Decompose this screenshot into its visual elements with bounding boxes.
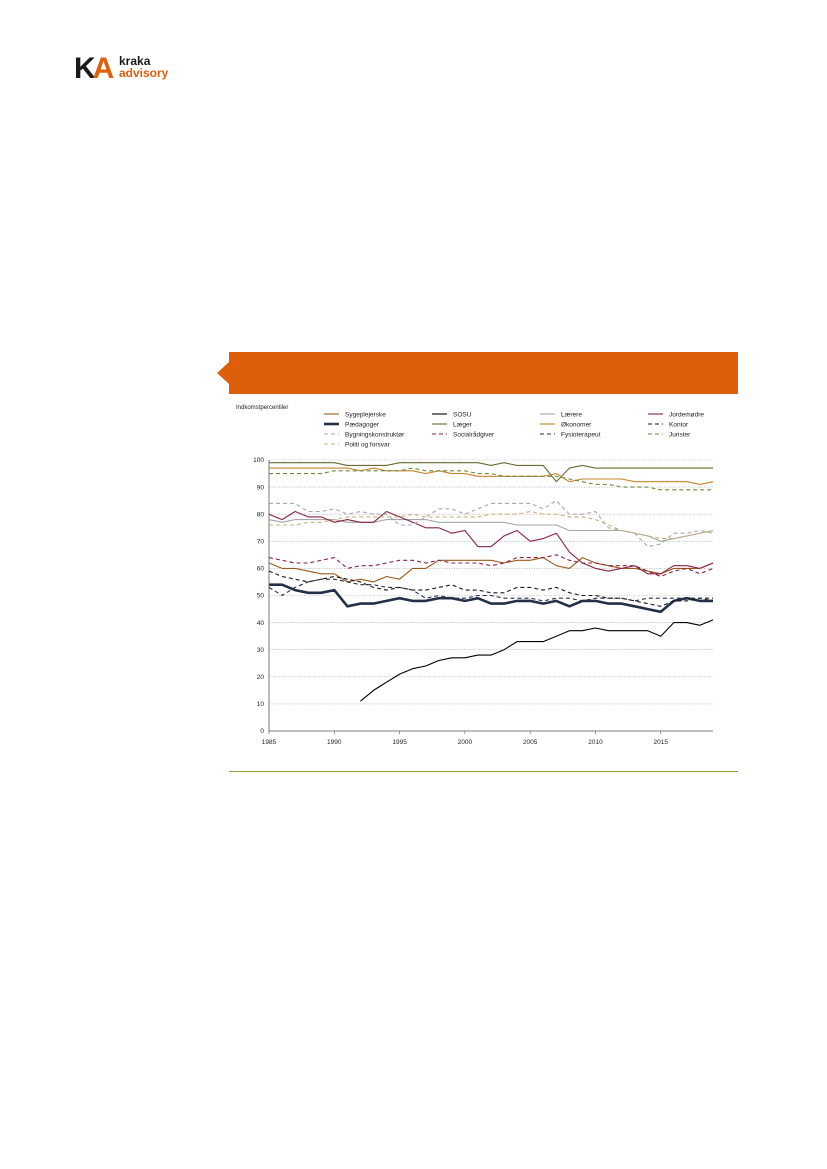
y-tick-label: 70 — [257, 539, 265, 546]
series-line-10 — [268, 578, 714, 602]
x-tick-label: 2015 — [654, 739, 669, 746]
x-tick-label: 1995 — [392, 739, 407, 746]
x-tick-label: 2000 — [458, 739, 473, 746]
series-line-12 — [269, 510, 714, 540]
y-tick-label: 100 — [253, 457, 264, 464]
y-axis-label: Indkomstpercentiler — [236, 405, 288, 411]
series-line-4 — [269, 583, 713, 614]
y-tick-label: 10 — [257, 701, 265, 708]
x-tick-label: 2010 — [588, 739, 603, 746]
legend-label-4: Pædagoger — [345, 421, 380, 428]
x-tick-label: 2005 — [523, 739, 538, 746]
legend-label-10: Fysioterapeut — [561, 431, 601, 438]
legend-label-11: Jurister — [669, 431, 691, 438]
line-chart: Indkomstpercentiler Sygeplejerske SOSU Lær… — [236, 405, 714, 746]
series-line-9 — [268, 554, 714, 578]
legend-label-6: Økonomer — [561, 421, 592, 428]
y-tick-label: 40 — [257, 620, 265, 627]
chart-gridlines — [269, 459, 713, 705]
figure-bottom-rule — [229, 771, 738, 772]
series-line-11 — [269, 467, 713, 491]
legend-label-8: Bygningskonstruktør — [345, 431, 405, 438]
y-tick-label: 30 — [257, 647, 265, 654]
banner-tab-arrow — [217, 362, 229, 384]
series-line-7 — [268, 570, 713, 607]
figure-banner — [229, 352, 738, 394]
chart-legend: Sygeplejerske SOSU Lærere Jordemødre Pædagog… — [324, 411, 704, 448]
y-tick-label: 20 — [257, 674, 265, 681]
legend-label-12: Politi og forsvar — [345, 441, 391, 448]
y-tick-label: 90 — [257, 484, 265, 491]
series-line-6 — [269, 467, 714, 485]
x-tick-label: 1985 — [262, 739, 277, 746]
legend-label-3: Jordemødre — [669, 411, 704, 418]
logo-text-advisory: advisory — [119, 66, 169, 80]
legend-label-7: Kontor — [669, 421, 689, 428]
logo-mark: KA — [74, 52, 115, 85]
series-line-3 — [268, 510, 714, 575]
series-line-1 — [360, 619, 714, 702]
logo-mark-k: K — [74, 52, 96, 85]
logo-text-kraka: kraka — [119, 54, 151, 68]
legend-label-5: Læger — [453, 421, 473, 428]
logo-mark-a: A — [92, 52, 115, 85]
logo-text: kraka advisory — [119, 55, 168, 79]
x-tick-label: 1990 — [327, 739, 342, 746]
chart-series — [268, 462, 714, 702]
chart-axes: 0 10 20 30 40 50 60 70 80 90 100 1985 1990 1995 2000 20… — [253, 457, 713, 746]
legend-label-2: Lærere — [561, 411, 582, 418]
kraka-advisory-logo: KA kraka advisory — [74, 52, 184, 85]
series-line-8 — [269, 500, 714, 548]
y-tick-label: 80 — [257, 511, 265, 518]
series-line-0 — [268, 557, 714, 583]
legend-label-1: SOSU — [453, 411, 472, 418]
legend-label-0: Sygeplejerske — [345, 411, 386, 418]
series-line-2 — [268, 519, 714, 542]
series-line-5 — [269, 462, 713, 483]
y-tick-label: 60 — [257, 566, 265, 573]
legend-label-9: Socialrådgiver — [453, 430, 495, 438]
y-tick-label: 0 — [260, 728, 264, 735]
y-tick-label: 50 — [257, 593, 265, 600]
